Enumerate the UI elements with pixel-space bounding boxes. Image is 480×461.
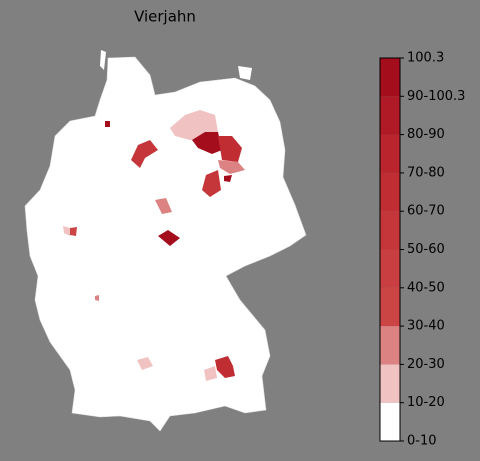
colorbar-label: 60-70 (407, 204, 445, 219)
map-title: Vierjahn (134, 8, 196, 26)
region (192, 132, 222, 154)
colorbar-segment (380, 249, 400, 288)
colorbar-label: 40-50 (407, 280, 445, 295)
colorbar-label: 90-100.3 (407, 89, 465, 104)
region (158, 230, 180, 246)
colorbar-segment (380, 287, 400, 327)
region (202, 170, 221, 197)
region (137, 357, 153, 370)
colorbar-segment (380, 58, 400, 97)
colorbar-segment (380, 402, 400, 441)
colorbar-label: 0-10 (407, 434, 437, 449)
colorbar-segment (380, 96, 400, 135)
island (100, 50, 106, 70)
region (105, 121, 110, 127)
region (204, 366, 217, 381)
region (95, 295, 99, 301)
colorbar: 0-10 10-20 20-30 30-40 40-50 50-60 60-70 70-80 8… (379, 51, 465, 449)
colorbar-segment (380, 211, 400, 250)
region (224, 175, 232, 182)
germany-map (24, 50, 307, 432)
island (238, 66, 252, 80)
region (155, 198, 172, 214)
colorbar-label: 20-30 (407, 357, 445, 372)
region (70, 227, 77, 236)
colorbar-segment (380, 326, 400, 365)
colorbar-segment (380, 134, 400, 173)
colorbar-label: 30-40 (407, 319, 445, 334)
region (131, 140, 158, 168)
colorbar-label: 10-20 (407, 395, 445, 410)
colorbar-label: 100.3 (407, 51, 444, 66)
colorbar-segment (380, 364, 400, 403)
region (218, 136, 242, 162)
region (63, 226, 70, 236)
colorbar-label: 50-60 (407, 242, 445, 257)
colorbar-label: 70-80 (407, 165, 445, 180)
region (215, 356, 235, 378)
colorbar-label: 80-90 (407, 127, 445, 142)
region (218, 160, 245, 174)
country-outline (24, 56, 307, 432)
colorbar-segment (380, 172, 400, 212)
